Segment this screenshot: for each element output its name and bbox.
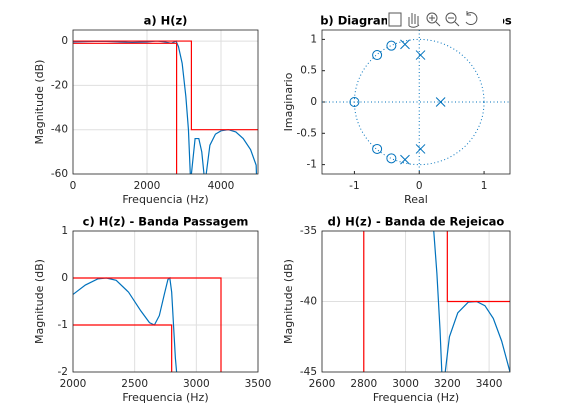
series-line — [73, 42, 178, 174]
y-tick-label: 1 — [310, 33, 317, 45]
y-tick-label: 0.5 — [300, 65, 317, 77]
toolbar-bg — [387, 10, 503, 29]
plot-content — [322, 30, 510, 174]
y-axis-label: Imaginario — [282, 72, 295, 131]
pole-marker — [400, 39, 410, 50]
toolbar-icon — [429, 15, 441, 27]
zero-marker — [386, 153, 397, 164]
y-tick-label: -60 — [51, 168, 68, 180]
x-tick-label: 4000 — [208, 180, 235, 192]
y-tick-label: -2 — [58, 366, 68, 378]
series-line — [446, 231, 510, 303]
plot-content — [363, 231, 510, 372]
y-tick-label: -40 — [300, 296, 317, 308]
y-tick-label: -40 — [51, 124, 68, 136]
x-tick-label: 0 — [416, 180, 423, 192]
toolbar-icon[interactable] — [388, 12, 402, 27]
axes: 2000 2500 3000 3500 -2 -1 0 1 c) H(z) - Banda Pa… — [33, 215, 272, 405]
plot-area — [73, 231, 258, 372]
y-tick-label: -35 — [300, 225, 317, 237]
x-tick-label: 2000 — [134, 180, 161, 192]
y-tick-label: -20 — [51, 79, 68, 91]
axes: 2600 2800 3000 3200 3400 -45 -40 -35 d) H(z) - B… — [282, 215, 511, 404]
pole-marker — [400, 154, 410, 165]
axes: 0 2000 4000 -60 -40 -20 0 a) H(z) Frequencia (Hz… — [33, 14, 259, 206]
x-tick-label: 3000 — [183, 378, 210, 390]
x-tick-label: 2500 — [121, 378, 148, 390]
x-axis-label: Frequencia (Hz) — [122, 193, 208, 206]
series-line — [73, 40, 258, 131]
pole-marker — [415, 50, 426, 60]
x-tick-label: 2600 — [309, 378, 336, 390]
x-tick-label: 1 — [481, 180, 488, 192]
y-tick-label: 0 — [61, 272, 68, 284]
axes-box — [72, 230, 259, 373]
plot-area — [73, 30, 258, 174]
zero-marker — [386, 40, 397, 51]
x-axis-label: Real — [404, 193, 428, 206]
chart-title: c) H(z) - Banda Passagem — [83, 215, 249, 229]
x-tick-label: 2800 — [350, 378, 377, 390]
y-tick-label: 0 — [310, 96, 317, 108]
y-axis-label: Magnitude (dB) — [282, 259, 295, 344]
chart-title: d) H(z) - Banda de Rejeicao — [328, 215, 505, 229]
toolbar-icon[interactable] — [426, 12, 438, 24]
series-line — [433, 231, 510, 372]
toolbar-icon — [448, 17, 460, 27]
x-tick-label: 3500 — [245, 378, 272, 390]
chart-title: a) H(z) — [144, 14, 188, 28]
y-tick-label: -0.5 — [297, 127, 318, 139]
toolbar-icon[interactable] — [408, 13, 420, 28]
series-line — [363, 231, 365, 372]
axes-box — [72, 29, 259, 175]
axes-box — [321, 230, 511, 373]
plot-content — [73, 40, 258, 174]
x-tick-label: -1 — [349, 180, 359, 192]
zero-marker — [372, 143, 383, 154]
zero-marker — [349, 97, 360, 107]
x-tick-label: 3400 — [476, 378, 503, 390]
toolbar-icon[interactable] — [465, 11, 478, 26]
x-axis-label: Frequencia (Hz) — [122, 391, 208, 404]
y-tick-label: 1 — [61, 225, 68, 237]
x-tick-label: 0 — [70, 180, 77, 192]
axes-box — [321, 29, 511, 175]
series-line — [73, 324, 173, 372]
y-tick-label: -1 — [58, 319, 68, 331]
zero-marker — [372, 50, 383, 61]
pole-marker — [435, 97, 446, 107]
y-tick-label: 0 — [61, 35, 68, 47]
x-tick-label: 3000 — [392, 378, 419, 390]
y-axis-label: Magnitude (dB) — [33, 259, 46, 344]
plot-area — [322, 30, 510, 174]
axes-toolbar — [387, 10, 503, 29]
axes: -101-1-0.500.51b) Diagrama de Polos e Ze… — [282, 14, 512, 207]
y-tick-label: -45 — [300, 366, 317, 378]
toolbar-icon[interactable] — [445, 12, 457, 24]
x-axis-label: Frequencia (Hz) — [373, 391, 459, 404]
y-tick-label: -1 — [307, 159, 317, 171]
series-line — [73, 277, 222, 372]
y-axis-label: Magnitude (dB) — [33, 60, 46, 145]
pole-marker — [415, 144, 426, 154]
plot-content — [73, 276, 222, 372]
x-tick-label: 2000 — [60, 378, 87, 390]
x-tick-label: 3200 — [434, 378, 461, 390]
